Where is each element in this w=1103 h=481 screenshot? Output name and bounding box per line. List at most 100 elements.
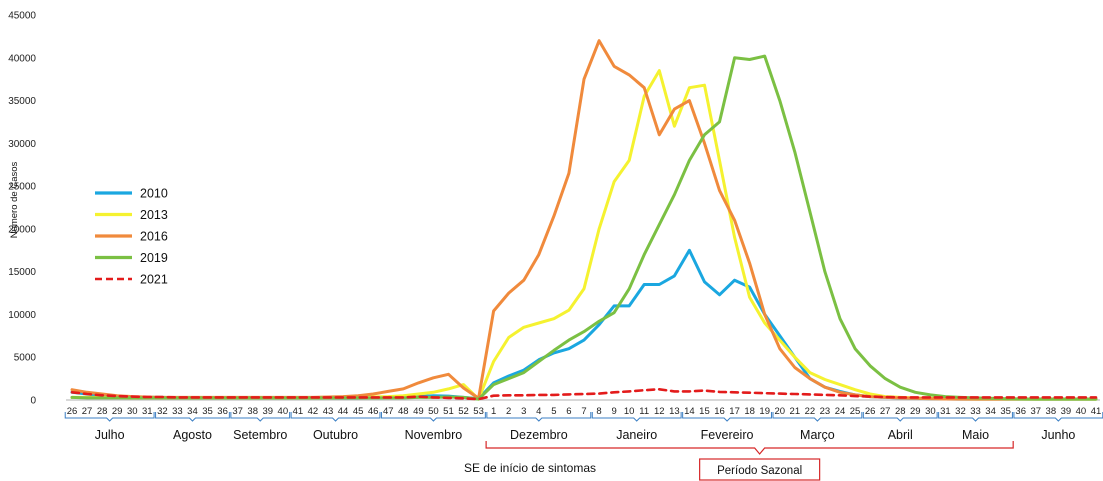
- y-tick-label: 25000: [8, 182, 36, 193]
- x-tick-label: 3: [521, 406, 526, 417]
- x-tick-label: 12: [654, 406, 665, 417]
- x-tick-label: 23: [820, 406, 831, 417]
- x-tick-label: 15: [699, 406, 710, 417]
- x-tick-label: 31: [142, 406, 153, 417]
- x-tick-label: 1: [491, 406, 496, 417]
- x-tick-label: 45: [353, 406, 364, 417]
- x-tick-label: 34: [187, 406, 198, 417]
- x-tick-label: 34: [985, 406, 996, 417]
- y-tick-label: 0: [30, 396, 36, 407]
- x-tick-label: 33: [172, 406, 183, 417]
- month-label: Novembro: [405, 428, 463, 442]
- x-tick-label: 24: [835, 406, 846, 417]
- x-tick-label: 53: [473, 406, 484, 417]
- x-tick-label: 52: [458, 406, 469, 417]
- seasonal-label: Período Sazonal: [717, 465, 802, 477]
- x-tick-label: 36: [217, 406, 228, 417]
- x-tick-label: 30: [925, 406, 936, 417]
- x-tick-label: 18: [744, 406, 755, 417]
- x-tick-label: 43: [323, 406, 334, 417]
- month-bracket: [1013, 412, 1103, 422]
- seasonal-label-box: [699, 458, 821, 481]
- x-tick-label: 19: [759, 406, 770, 417]
- y-tick-label: 45000: [8, 11, 36, 22]
- x-tick-label: 49: [413, 406, 424, 417]
- y-tick-label: 5000: [14, 353, 37, 364]
- x-tick-label: 17: [729, 406, 740, 417]
- x-tick-label: 37: [232, 406, 243, 417]
- legend-label: 2013: [140, 208, 168, 222]
- month-bracket: [64, 412, 155, 422]
- x-tick-label: 41: [1091, 406, 1102, 417]
- x-tick-label: 9: [611, 406, 616, 417]
- seasonal-brace: [485, 441, 1014, 455]
- month-bracket: [938, 412, 1013, 422]
- x-axis-title: SE de início de sintomas: [464, 461, 596, 475]
- y-tick-label: 40000: [8, 53, 36, 64]
- x-tick-label: 33: [970, 406, 981, 417]
- y-tick-label: 35000: [8, 96, 36, 107]
- month-label: Junho: [1041, 428, 1075, 442]
- x-tick-label: 22: [805, 406, 816, 417]
- month-bracket: [230, 412, 291, 422]
- x-tick-label: 39: [1061, 406, 1072, 417]
- y-tick-label: 10000: [8, 310, 36, 321]
- x-tick-label: 46: [368, 406, 379, 417]
- legend-label: 2016: [140, 230, 168, 244]
- x-tick-label: 35: [202, 406, 213, 417]
- x-tick-label: 27: [880, 406, 891, 417]
- x-tick-label: 38: [1046, 406, 1057, 417]
- x-tick-label: 40: [278, 406, 289, 417]
- x-tick-label: 16: [714, 406, 725, 417]
- x-axis-week-ticks: 26 27 28 29 30 31 32 33 34 35 36 37 38 39 40 41 42 43 44 45…: [67, 406, 1102, 417]
- x-tick-label: 38: [247, 406, 258, 417]
- x-tick-label: 51: [443, 406, 454, 417]
- x-tick-label: 50: [428, 406, 439, 417]
- month-bracket: [862, 412, 938, 422]
- month-label: Setembro: [233, 428, 287, 442]
- x-axis-month-labels: Julho Agosto Setembro Outubro Novembro Dezemb…: [64, 412, 1103, 442]
- month-label: Outubro: [313, 428, 358, 442]
- x-tick-label: 26: [67, 406, 78, 417]
- month-bracket: [290, 412, 381, 422]
- month-label: Fevereiro: [701, 428, 754, 442]
- legend-label: 2019: [140, 251, 168, 265]
- x-tick-label: 30: [127, 406, 138, 417]
- x-tick-label: 37: [1030, 406, 1041, 417]
- month-bracket: [772, 412, 863, 422]
- x-tick-label: 48: [398, 406, 409, 417]
- x-tick-label: 35: [1000, 406, 1011, 417]
- x-tick-label: 13: [669, 406, 680, 417]
- x-tick-label: 40: [1076, 406, 1087, 417]
- legend-label: 2010: [140, 187, 168, 201]
- x-tick-label: 8: [596, 406, 601, 417]
- x-tick-label: 29: [112, 406, 123, 417]
- month-label: Dezembro: [510, 428, 568, 442]
- month-label: Julho: [95, 428, 125, 442]
- y-axis-title: Número de Casos: [9, 161, 20, 238]
- y-tick-label: 30000: [8, 139, 36, 150]
- month-bracket: [486, 412, 592, 422]
- legend-label: 2021: [140, 273, 168, 287]
- x-tick-label: 29: [910, 406, 921, 417]
- x-tick-label: 28: [97, 406, 108, 417]
- x-tick-label: 26: [865, 406, 876, 417]
- x-tick-label: 2: [506, 406, 511, 417]
- month-bracket: [682, 412, 772, 422]
- month-label: Abril: [888, 428, 913, 442]
- x-tick-label: 42: [308, 406, 319, 417]
- x-tick-label: 28: [895, 406, 906, 417]
- x-tick-label: 4: [536, 406, 541, 417]
- series-line-2013: [70, 69, 1098, 401]
- series-layer: [70, 39, 1098, 401]
- x-tick-label: 14: [684, 406, 695, 417]
- x-tick-label: 44: [338, 406, 349, 417]
- series-line-2016: [70, 39, 1098, 401]
- x-tick-label: 25: [850, 406, 861, 417]
- seasonal-period-annotation: Período Sazonal: [485, 441, 1014, 481]
- x-tick-label: 31: [940, 406, 951, 417]
- x-tick-label: 11: [639, 406, 649, 417]
- y-tick-label: 20000: [8, 224, 36, 235]
- month-bracket: [591, 412, 682, 422]
